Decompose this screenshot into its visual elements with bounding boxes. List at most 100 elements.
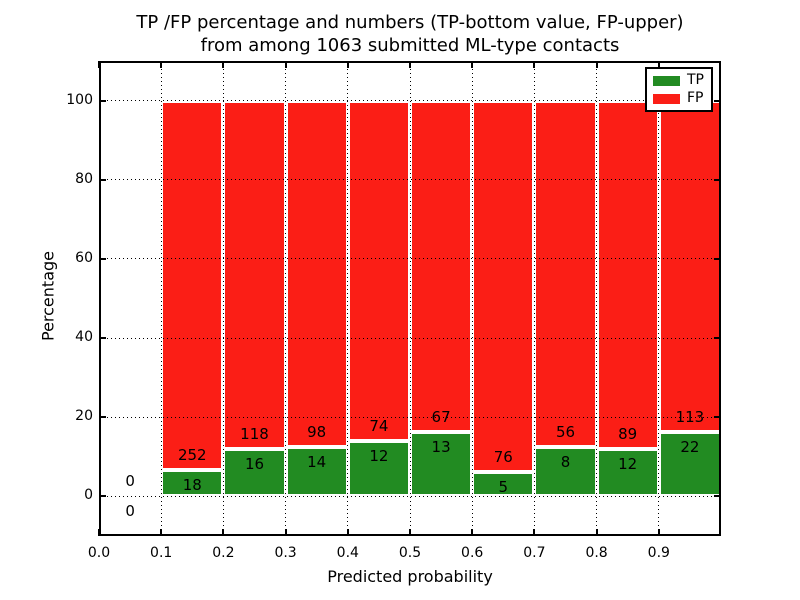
tp-bar (534, 446, 597, 497)
tp-count-label: 16 (244, 455, 265, 474)
y-tick-mark-right (714, 495, 721, 498)
chart-title-line2: from among 1063 submitted ML-type contac… (200, 35, 620, 56)
fp-count-label: 74 (369, 417, 389, 436)
tp-count-label: 0 (125, 502, 135, 521)
tp-bar (223, 449, 286, 497)
y-tick-label: 80 (75, 170, 93, 187)
x-tick-label: 0.5 (398, 545, 422, 561)
x-tick-label: 0.6 (461, 545, 484, 561)
y-tick-mark-right (714, 257, 721, 260)
fp-bar (596, 100, 659, 450)
y-tick-mark-right (714, 178, 721, 181)
x-tick-mark-top (471, 61, 474, 68)
legend-swatch-tp-icon (653, 75, 680, 86)
gridline-vertical (596, 61, 598, 536)
gridline-vertical (285, 61, 287, 536)
fp-bar (410, 100, 473, 433)
tp-count-label: 14 (307, 452, 327, 471)
tp-bar (658, 431, 721, 497)
tp-bar (472, 471, 535, 497)
fp-count-label: 67 (431, 408, 451, 427)
tp-bar (596, 449, 659, 497)
tp-bar (285, 446, 348, 497)
x-tick-mark-bottom (98, 529, 100, 536)
x-tick-mark-top (346, 61, 349, 68)
legend-row-fp: FP (653, 91, 711, 106)
legend-row-tp: TP (653, 73, 711, 88)
x-tick-mark-bottom (284, 529, 287, 536)
fp-bar (534, 100, 597, 447)
gridline-vertical (409, 61, 411, 536)
y-tick-label: 40 (75, 329, 93, 346)
x-tick-mark-top (533, 61, 536, 68)
x-tick-mark-bottom (595, 529, 598, 536)
gridline-vertical (471, 61, 473, 536)
x-tick-label: 0.3 (274, 545, 297, 561)
tp-count-label: 12 (369, 447, 389, 466)
y-tick-mark-right (714, 416, 721, 419)
y-tick-mark-left (99, 257, 106, 260)
x-tick-mark-bottom (222, 529, 225, 536)
fp-count-label: 0 (125, 472, 135, 491)
gridline-vertical (347, 61, 349, 536)
fp-count-label: 56 (555, 422, 576, 441)
fp-bar (285, 100, 348, 447)
x-axis-label: Predicted probability (327, 567, 493, 586)
x-tick-label: 0.8 (585, 545, 608, 561)
fp-count-label: 118 (240, 425, 269, 444)
tp-bar (347, 441, 410, 497)
fp-bar (347, 100, 410, 442)
y-tick-mark-left (99, 178, 106, 181)
gridline-vertical (222, 61, 224, 536)
x-tick-label: 0.2 (212, 545, 235, 561)
y-tick-mark-right (714, 337, 721, 340)
x-tick-label: 0.4 (336, 545, 359, 561)
x-tick-label: 0.9 (647, 545, 670, 561)
fp-count-label: 252 (177, 446, 207, 464)
tp-bar (161, 470, 224, 497)
y-tick-mark-left (99, 416, 106, 419)
legend-label-fp: FP (687, 90, 704, 106)
x-tick-mark-bottom (346, 529, 349, 536)
fp-count-label: 113 (675, 407, 705, 426)
tp-count-label: 22 (680, 437, 700, 456)
y-tick-label: 20 (75, 408, 93, 425)
x-tick-mark-top (595, 61, 598, 68)
x-tick-mark-top (222, 61, 225, 68)
y-tick-mark-left (99, 337, 106, 340)
fp-bar (223, 100, 286, 450)
fp-count-label: 76 (493, 447, 513, 466)
x-tick-mark-top (284, 61, 287, 68)
x-tick-mark-top (160, 61, 163, 68)
fp-count-label: 98 (307, 422, 327, 441)
tp-count-label: 5 (498, 477, 509, 496)
y-tick-label: 0 (84, 487, 93, 504)
fp-bar (472, 100, 535, 472)
y-tick-mark-left (99, 495, 106, 498)
x-tick-mark-bottom (657, 529, 660, 536)
y-tick-label: 100 (66, 91, 93, 108)
gridline-vertical (658, 61, 660, 536)
chart-title: TP /FP percentage and numbers (TP-bottom… (99, 11, 721, 57)
x-tick-mark-top (657, 61, 660, 68)
chart-title-line1: TP /FP percentage and numbers (TP-bottom… (136, 12, 684, 33)
x-tick-mark-top (98, 61, 100, 68)
tp-count-label: 8 (560, 452, 571, 471)
legend-label-tp: TP (687, 72, 704, 88)
tp-count-label: 13 (431, 438, 451, 457)
gridline-vertical (160, 61, 162, 536)
x-tick-mark-bottom (533, 529, 536, 536)
x-tick-mark-top (409, 61, 411, 68)
legend-swatch-fp-icon (653, 93, 680, 104)
plot-area: 0 0 252 18 118 16 98 14 74 12 67 13 76 5 56 8 89 12 113 22 (98, 61, 721, 536)
tp-bar (410, 432, 473, 497)
y-tick-mark-right (714, 99, 721, 102)
tp-count-label: 12 (618, 455, 638, 474)
y-tick-mark-left (99, 99, 106, 102)
x-tick-label: 0.1 (150, 545, 173, 561)
legend: TP FP (645, 67, 713, 112)
fp-bar (161, 100, 224, 470)
x-tick-mark-bottom (471, 529, 474, 536)
y-tick-label: 60 (75, 249, 93, 266)
